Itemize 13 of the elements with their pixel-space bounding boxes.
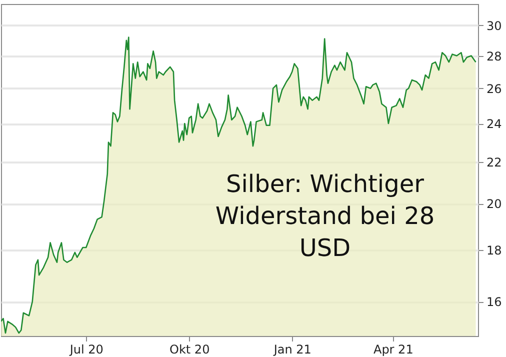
x-tick-label: Jan 21	[272, 342, 312, 356]
x-tick-label: Okt 20	[170, 342, 210, 356]
y-tick-label: 16	[486, 295, 502, 310]
x-tick-label: Apr 21	[373, 342, 414, 356]
y-tick-label: 18	[486, 243, 502, 258]
y-tick-label: 20	[486, 197, 502, 212]
y-tick-label: 30	[486, 18, 502, 33]
y-tick-label: 24	[486, 117, 502, 132]
y-tick-label: 28	[486, 49, 502, 64]
y-tick-label: 26	[486, 82, 502, 96]
x-tick-label: Jul 20	[68, 342, 104, 356]
annotation: Silber: Wichtiger Widerstand bei 28 USD	[214, 169, 436, 264]
y-tick-label: 22	[486, 155, 502, 170]
